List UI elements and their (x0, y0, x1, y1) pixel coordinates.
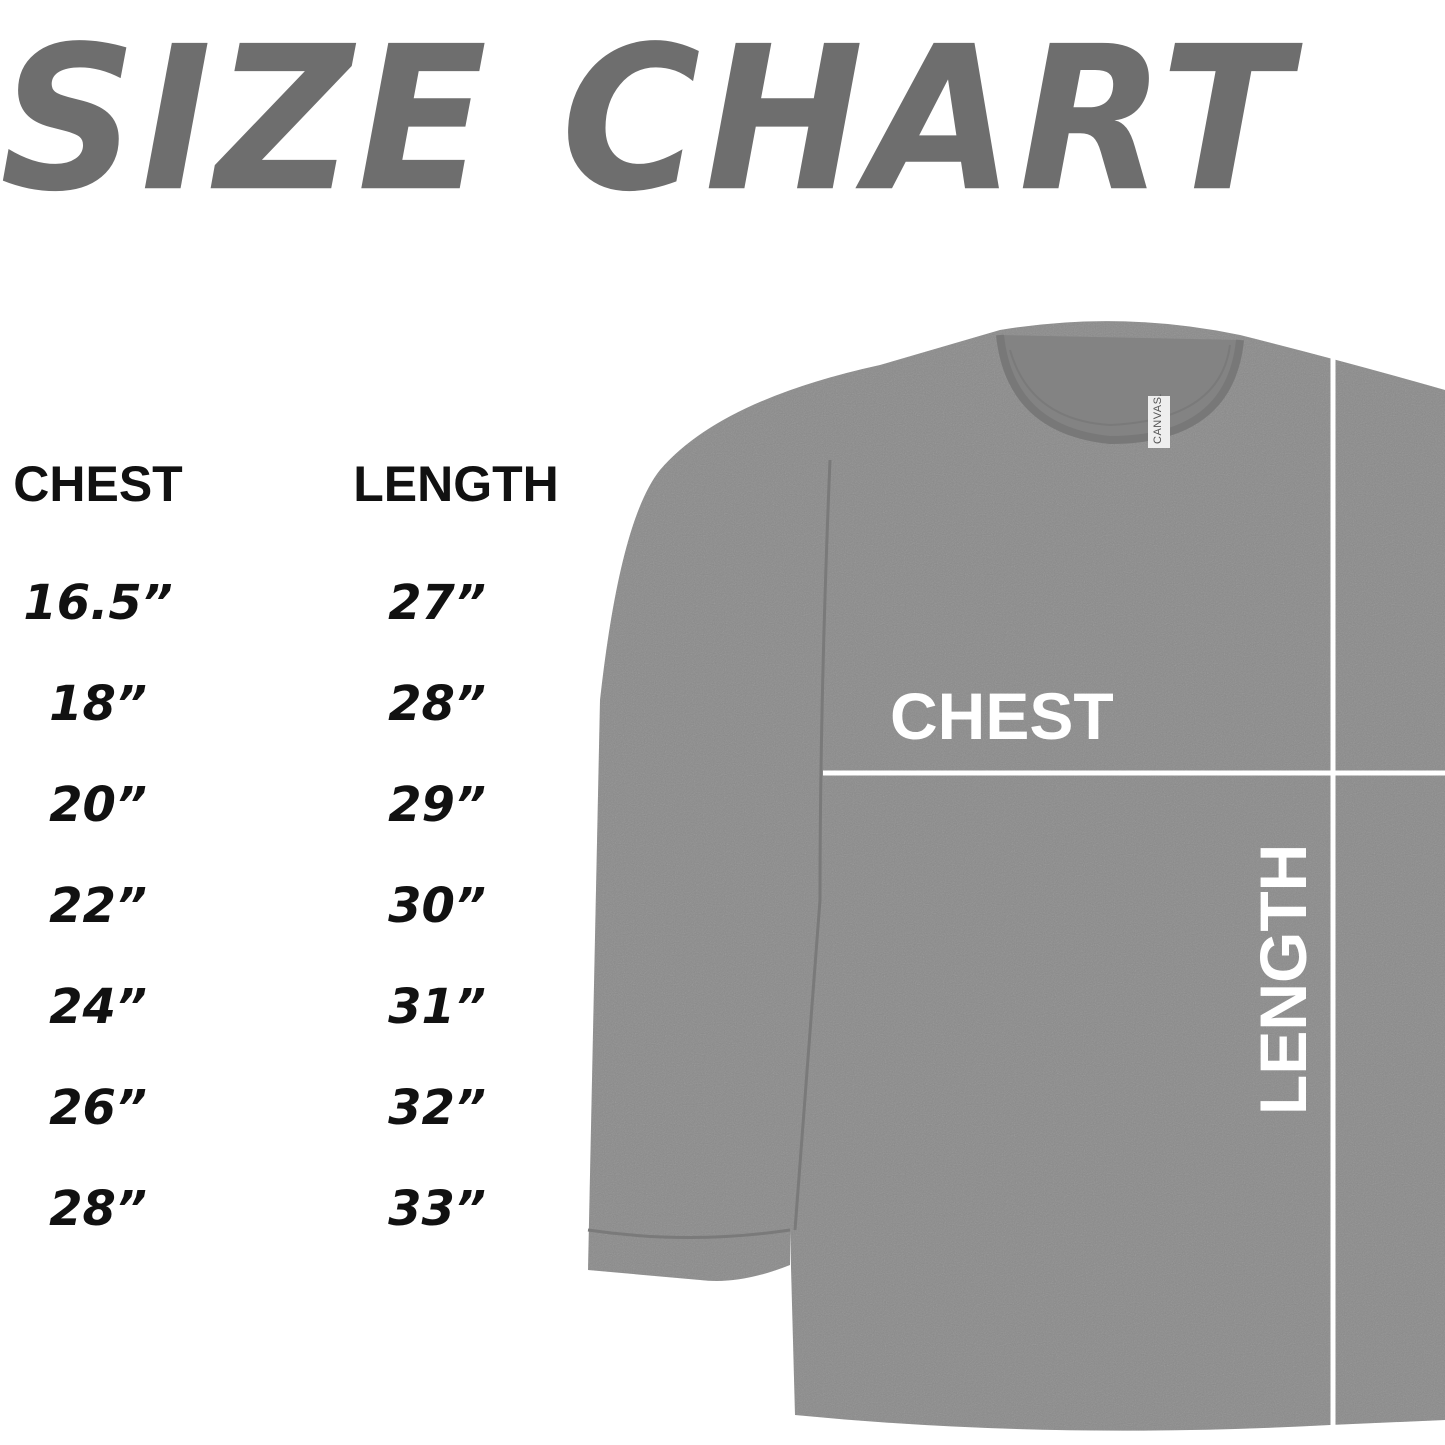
length-value: 32” (388, 1080, 486, 1136)
chest-value: 24” (49, 979, 147, 1035)
shirt-tag (1148, 396, 1170, 448)
length-value: 27” (388, 575, 486, 631)
chest-value: 16.5” (23, 575, 173, 631)
chest-value: 18” (49, 676, 147, 732)
length-value: 28” (388, 676, 486, 732)
length-value: 31” (388, 979, 486, 1035)
page-title: SIZE CHART (0, 3, 1295, 236)
chest-value: 28” (49, 1181, 147, 1237)
chest-value: 22” (49, 878, 147, 934)
shirt (587, 321, 1445, 1431)
length-value: 30” (388, 878, 486, 934)
length-value: 29” (388, 777, 486, 833)
length-value: 33” (388, 1181, 486, 1237)
length-label: LENGTH (1246, 843, 1320, 1115)
chest-column-header: CHEST (13, 456, 183, 512)
length-column-header: LENGTH (353, 456, 559, 512)
chest-value: 20” (49, 777, 147, 833)
shirt-tag-text: CANVAS. (1152, 393, 1164, 444)
chest-value: 26” (49, 1080, 147, 1136)
chest-label: CHEST (890, 679, 1114, 753)
